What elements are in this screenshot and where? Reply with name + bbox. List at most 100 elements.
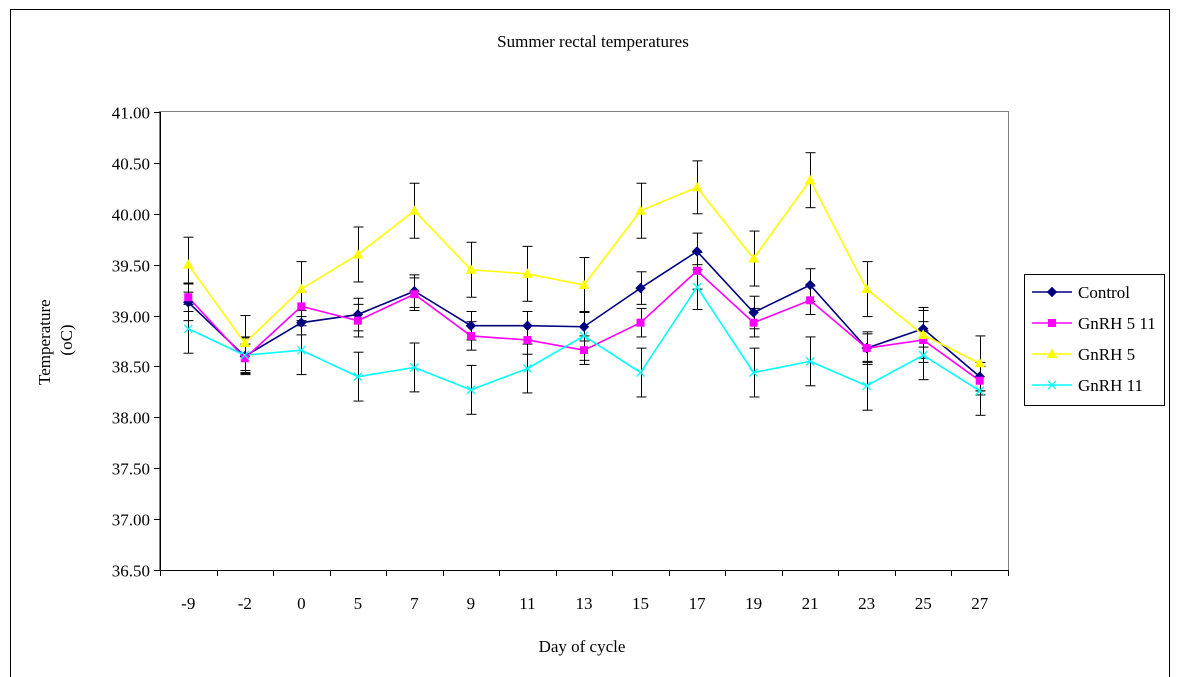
data-point-gnrh-11 <box>409 363 419 372</box>
x-tick-label: 25 <box>915 594 932 613</box>
data-point-gnrh-11 <box>579 331 589 341</box>
legend-marker <box>1046 286 1058 298</box>
legend-marker <box>1046 348 1058 358</box>
x-tick-label: 27 <box>971 594 989 613</box>
legend-label: GnRH 5 <box>1078 345 1135 364</box>
data-point-gnrh-5-11 <box>523 335 532 344</box>
x-tick-label: 17 <box>689 594 707 613</box>
y-tick-label: 40.00 <box>112 206 150 225</box>
data-point-gnrh-5 <box>691 181 703 192</box>
x-tick-label: 11 <box>519 594 535 613</box>
data-point-gnrh-11 <box>523 364 532 373</box>
data-point-control <box>578 321 590 332</box>
x-tick-label: 15 <box>632 594 649 613</box>
data-point-gnrh-5-11 <box>353 316 362 325</box>
data-point-control <box>465 320 477 331</box>
y-axis-label-line-2: (oC) <box>57 324 76 355</box>
data-point-gnrh-11 <box>692 282 702 292</box>
data-point-gnrh-5 <box>465 264 477 274</box>
data-point-gnrh-5-11 <box>184 293 193 302</box>
data-point-gnrh-5 <box>578 279 590 290</box>
x-tick-label: 0 <box>297 594 306 613</box>
data-point-gnrh-5 <box>409 205 420 215</box>
legend-item-control: Control <box>1032 283 1130 302</box>
legend-box <box>1024 274 1165 406</box>
data-point-gnrh-11 <box>240 350 250 360</box>
chart-title: Summer rectal temperatures <box>497 32 689 51</box>
y-tick-label: 41.00 <box>112 104 150 123</box>
y-tick-label: 39.00 <box>112 308 150 327</box>
data-point-gnrh-5 <box>239 337 251 348</box>
data-point-gnrh-5 <box>917 329 929 339</box>
legend-item-gnrh-5-11: GnRH 5 11 <box>1032 314 1156 333</box>
data-point-gnrh-5 <box>182 259 194 269</box>
x-tick-label: 5 <box>354 594 363 613</box>
x-tick-label: 21 <box>802 594 819 613</box>
legend: Control GnRH 5 11 GnRH 5 GnRH 11 <box>1024 274 1165 406</box>
data-point-gnrh-5-11 <box>693 266 702 275</box>
data-point-control <box>635 282 646 294</box>
legend-marker <box>1047 380 1057 390</box>
data-point-gnrh-5 <box>974 357 986 368</box>
y-tick-label: 39.50 <box>112 257 150 276</box>
y-tick-label: 37.50 <box>112 460 150 479</box>
y-tick-label: 40.50 <box>112 155 150 174</box>
data-point-gnrh-5-11 <box>410 290 419 299</box>
data-point-gnrh-5-11 <box>806 296 815 305</box>
data-point-gnrh-5 <box>635 205 646 215</box>
data-point-gnrh-5-11 <box>580 346 588 355</box>
legend-label: GnRH 5 11 <box>1078 314 1156 333</box>
error-bar-gnrh-11 <box>636 347 647 398</box>
legend-item-gnrh-5: GnRH 5 <box>1032 345 1135 364</box>
data-point-gnrh-5 <box>748 253 759 263</box>
y-axis-label-line-1: Temperature <box>35 299 54 385</box>
x-tick-label: 13 <box>576 594 593 613</box>
data-point-control <box>691 246 703 257</box>
x-tick-label: 9 <box>467 594 476 613</box>
data-point-control <box>522 320 533 331</box>
data-point-gnrh-11 <box>749 368 759 378</box>
data-point-gnrh-11 <box>862 381 872 391</box>
data-point-gnrh-11 <box>636 368 645 378</box>
y-axis-label: Temperature (oC) <box>35 295 76 385</box>
y-tick-label: 38.50 <box>112 358 150 377</box>
x-axis-label: Day of cycle <box>539 637 626 656</box>
data-point-gnrh-11 <box>918 350 928 360</box>
data-point-gnrh-5 <box>352 248 364 259</box>
markers <box>182 174 986 396</box>
data-point-control <box>296 317 307 328</box>
data-point-gnrh-11 <box>975 386 985 396</box>
data-point-gnrh-11 <box>296 345 306 355</box>
data-point-gnrh-5-11 <box>749 318 758 327</box>
legend-marker <box>1048 319 1056 327</box>
legend-item-gnrh-11: GnRH 11 <box>1032 376 1143 395</box>
y-tick-label: 36.50 <box>112 562 150 581</box>
data-point-gnrh-5-11 <box>297 302 306 311</box>
data-point-gnrh-5 <box>522 268 533 278</box>
x-tick-label: -2 <box>238 594 252 613</box>
x-tick-label: -9 <box>181 594 195 613</box>
x-tick-label: 23 <box>858 594 875 613</box>
y-tick-label: 38.00 <box>112 409 150 428</box>
legend-label: Control <box>1078 283 1130 302</box>
data-point-gnrh-11 <box>466 385 476 395</box>
data-point-gnrh-5-11 <box>862 344 871 353</box>
data-point-gnrh-5-11 <box>975 376 984 385</box>
y-tick-label: 37.00 <box>112 511 150 530</box>
x-tick-label: 19 <box>745 594 762 613</box>
legend-items: Control GnRH 5 11 GnRH 5 GnRH 11 <box>1032 283 1156 395</box>
data-point-gnrh-11 <box>805 356 815 366</box>
data-point-gnrh-5 <box>295 283 307 294</box>
legend-label: GnRH 11 <box>1078 376 1143 395</box>
data-point-gnrh-5-11 <box>466 331 475 340</box>
axes: 36.50 37.00 37.50 38.00 38.50 39.00 39.50 40.00… <box>112 104 1009 613</box>
data-point-control <box>804 279 816 291</box>
data-point-gnrh-5 <box>804 174 816 185</box>
data-point-gnrh-11 <box>353 372 363 382</box>
data-point-gnrh-5 <box>861 283 873 294</box>
data-point-gnrh-11 <box>183 324 193 334</box>
data-point-control <box>748 307 759 318</box>
x-tick-label: 7 <box>410 594 419 613</box>
data-point-gnrh-5-11 <box>636 318 645 327</box>
